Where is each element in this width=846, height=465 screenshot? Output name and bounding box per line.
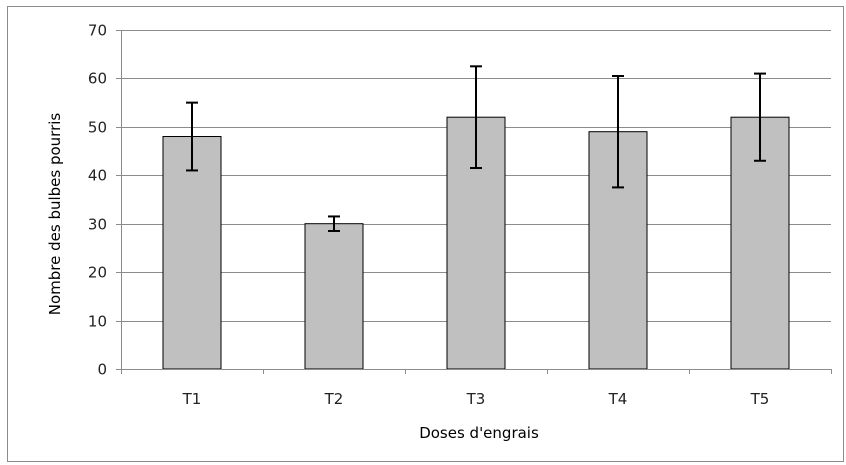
chart-frame: [7, 6, 844, 462]
x-axis-title: Doses d'engrais: [419, 424, 539, 442]
bar-t1: [162, 136, 222, 370]
y-tick-label: 40: [88, 167, 107, 185]
y-tick-label: 50: [88, 119, 107, 137]
x-tick-label: T2: [324, 390, 344, 408]
y-tick-label: 60: [88, 70, 107, 88]
bars: [162, 116, 790, 370]
x-tick-label: T4: [608, 390, 628, 408]
error-bars: [186, 65, 766, 232]
bar-t2: [304, 223, 364, 370]
y-tick-label: 10: [88, 313, 107, 331]
x-tick-label: T5: [750, 390, 770, 408]
tick-labels: 0 10 20 30 40 50 60 70 T1 T2 T3 T4 T5: [88, 22, 769, 409]
y-tick-label: 20: [88, 264, 107, 282]
y-tick-label: 30: [88, 216, 107, 234]
y-tick-label: 0: [97, 361, 107, 379]
y-axis-title: Nombre des bulbes pourris: [46, 113, 64, 316]
y-tick-label: 70: [88, 22, 107, 40]
axes: [116, 30, 832, 374]
x-tick-label: T3: [466, 390, 486, 408]
x-tick-label: T1: [182, 390, 202, 408]
